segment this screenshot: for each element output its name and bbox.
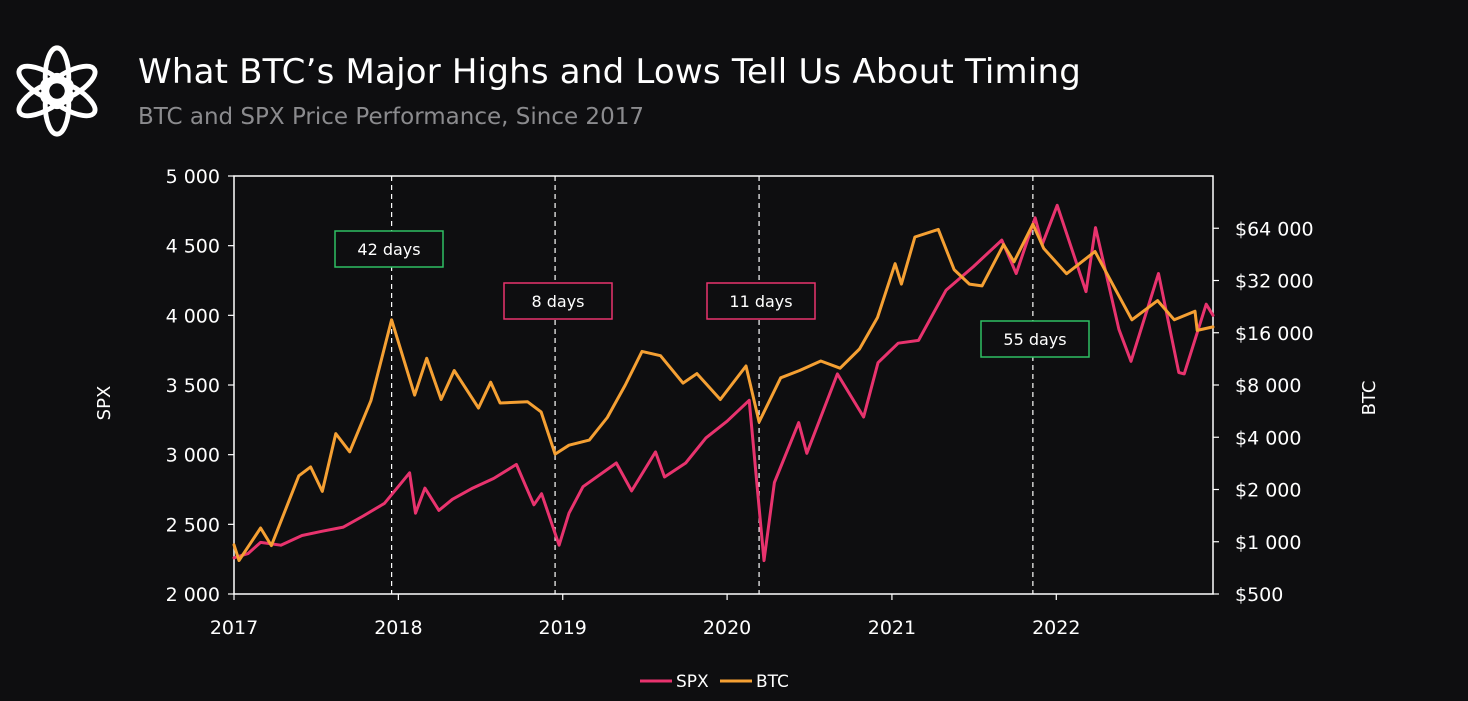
annotation-label: 42 days <box>357 240 420 259</box>
annotation-box <box>706 282 816 320</box>
y-axis-left-label: SPX <box>94 386 115 421</box>
x-tick-label: 2017 <box>210 617 258 639</box>
y-axis-right-label: BTC <box>1359 381 1380 416</box>
annotation-label: 8 days <box>531 292 584 311</box>
annotation-box <box>503 282 613 320</box>
x-tick-label: 2019 <box>539 617 587 639</box>
y-right-tick-label: $500 <box>1235 584 1283 606</box>
axis-ticks: 2 000 2 500 3 000 3 500 4 000 4 500 5 000 $500 $… <box>166 166 1314 639</box>
annotation-box <box>980 320 1090 358</box>
annotation-box <box>334 230 444 268</box>
legend-label-spx: SPX <box>676 672 709 692</box>
series-line-btc <box>232 222 1215 562</box>
y-right-tick-label: $16 000 <box>1235 323 1314 345</box>
annotation-boxes: 42 days 8 days 11 days 55 days <box>334 230 1090 358</box>
y-left-tick-label: 4 000 <box>166 305 220 327</box>
y-left-tick-label: 3 000 <box>166 445 220 467</box>
y-right-tick-label: $64 000 <box>1235 218 1314 240</box>
chart-title: What BTC’s Major Highs and Lows Tell Us … <box>138 52 1082 92</box>
y-right-tick-label: $32 000 <box>1235 271 1314 293</box>
y-right-tick-label: $8 000 <box>1235 375 1301 397</box>
chart-legend: SPX BTC <box>640 672 789 692</box>
y-right-tick-label: $4 000 <box>1235 427 1301 449</box>
y-left-tick-label: 5 000 <box>166 166 220 188</box>
x-tick-label: 2021 <box>868 617 916 639</box>
event-markers <box>391 176 1034 594</box>
x-tick-label: 2020 <box>703 617 751 639</box>
y-left-tick-label: 2 500 <box>166 514 220 536</box>
x-tick-label: 2022 <box>1032 617 1080 639</box>
series-lines <box>232 203 1215 563</box>
series-line-spx <box>232 203 1215 563</box>
y-left-tick-label: 3 500 <box>166 375 220 397</box>
y-left-tick-label: 4 500 <box>166 236 220 258</box>
y-right-tick-label: $1 000 <box>1235 532 1301 554</box>
interlaced-knot-logo-icon <box>16 45 98 137</box>
y-left-tick-label: 2 000 <box>166 584 220 606</box>
chart-subtitle: BTC and SPX Price Performance, Since 201… <box>138 104 644 130</box>
x-tick-label: 2018 <box>374 617 422 639</box>
annotation-label: 55 days <box>1003 330 1066 349</box>
legend-label-btc: BTC <box>756 672 789 692</box>
y-right-tick-label: $2 000 <box>1235 480 1301 502</box>
annotation-label: 11 days <box>729 292 792 311</box>
